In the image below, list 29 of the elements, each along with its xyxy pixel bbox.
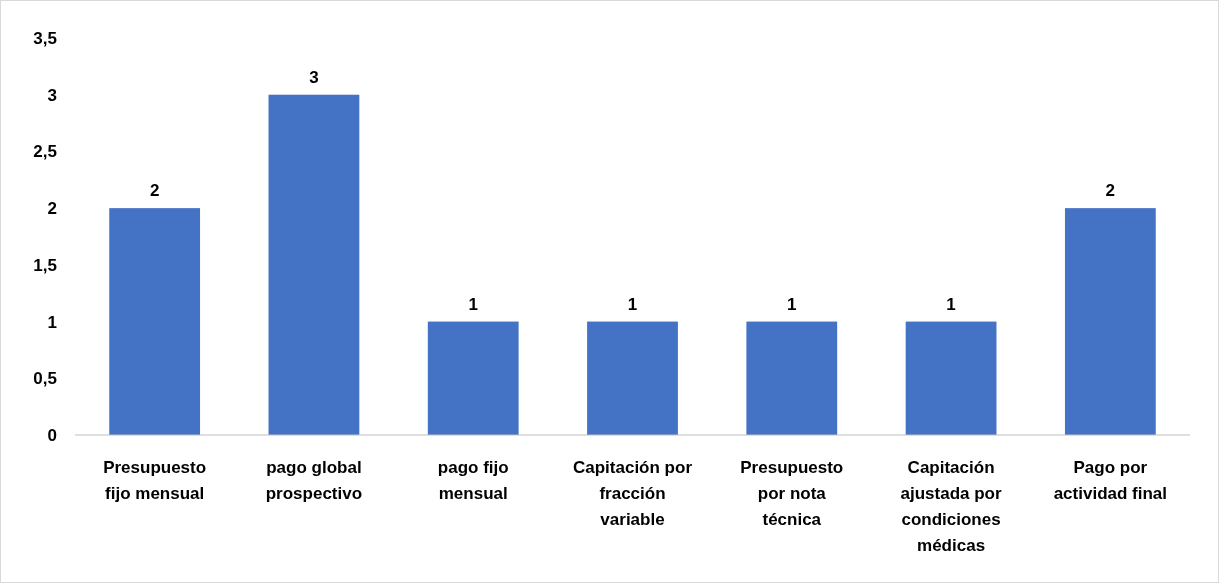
x-tick-label: Pago por actividad final <box>1053 458 1168 503</box>
data-label: 3 <box>309 67 319 87</box>
x-tick-label: Presupuesto por nota técnica <box>740 458 844 529</box>
y-tick-label: 3,5 <box>33 28 57 48</box>
bar <box>587 321 678 435</box>
bar <box>427 321 519 435</box>
data-label: 1 <box>946 294 956 314</box>
data-label: 2 <box>1105 181 1116 201</box>
y-tick-label: 1,5 <box>33 255 57 275</box>
bar <box>109 208 201 435</box>
y-tick-label: 0 <box>47 425 57 445</box>
x-tick-label: pago fijo mensual <box>437 458 509 503</box>
y-tick-label: 2,5 <box>33 142 57 162</box>
bar <box>905 321 997 435</box>
y-tick-label: 2 <box>47 199 57 219</box>
data-label: 1 <box>787 294 797 314</box>
data-label: 2 <box>149 181 160 201</box>
x-tick-label: Capitación por fracción variable <box>572 458 693 529</box>
x-tick-label: Capitación ajustada por condiciones médicas <box>900 458 1002 555</box>
y-tick-label: 0,5 <box>33 369 57 389</box>
bar <box>268 94 360 435</box>
x-tick-label: pago global prospectivo <box>265 458 363 503</box>
data-label: 1 <box>468 294 478 314</box>
x-tick-label: Presupuesto fijo mensual <box>103 458 207 503</box>
y-tick-label: 3 <box>47 85 57 105</box>
y-tick-label: 1 <box>47 312 57 332</box>
bar <box>746 321 838 435</box>
bar <box>1064 208 1156 435</box>
data-label: 1 <box>627 294 638 314</box>
